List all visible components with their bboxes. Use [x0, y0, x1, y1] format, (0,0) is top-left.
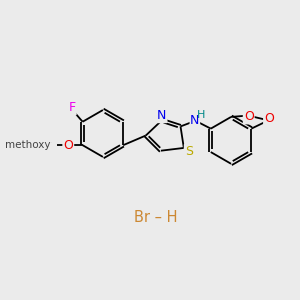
Text: O: O — [264, 112, 274, 125]
Text: methoxy: methoxy — [5, 140, 51, 150]
Text: Br – H: Br – H — [134, 210, 177, 225]
Text: O: O — [244, 110, 254, 123]
Text: O: O — [63, 139, 73, 152]
Text: S: S — [185, 145, 193, 158]
Text: N: N — [190, 114, 200, 127]
Text: N: N — [157, 109, 167, 122]
Text: F: F — [69, 101, 76, 115]
Text: H: H — [197, 110, 205, 120]
Text: methoxy: methoxy — [6, 140, 51, 150]
